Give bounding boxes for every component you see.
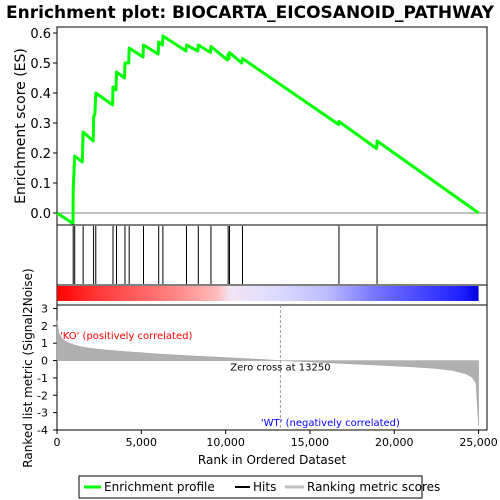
metric-y-tick-label: -4 (37, 424, 48, 437)
legend: Enrichment profile Hits Ranking metric s… (78, 475, 440, 499)
metric-y-tick-label: -1 (37, 372, 48, 385)
es-y-tick-label: 0.5 (30, 57, 51, 72)
metric-y-tick-label: 1 (41, 337, 48, 350)
x-tick-label: 10,000 (206, 436, 245, 449)
hit-markers (72, 226, 378, 284)
x-tick-label: 20,000 (375, 436, 414, 449)
es-y-tick-label: 0.6 (30, 27, 51, 42)
enrichment-profile-line (56, 34, 480, 225)
metric-y-tick-label: 3 (41, 302, 48, 315)
metric-y-axis-label: Ranked list metric (Signal2Noise) (21, 268, 35, 467)
es-y-ticks: 0.0 0.1 0.2 0.3 0.4 0.5 0.6 (30, 27, 57, 222)
x-axis-label: Rank in Ordered Dataset (198, 453, 346, 467)
es-y-tick-label: 0.2 (30, 147, 51, 162)
rank-color-bar (57, 286, 479, 301)
es-y-axis-label: Enrichment score (ES) (13, 48, 29, 204)
metric-y-tick-label: -2 (37, 389, 48, 402)
es-y-tick-label: 0.4 (30, 87, 51, 102)
chart-title: Enrichment plot: BIOCARTA_EICOSANOID_PAT… (6, 3, 495, 23)
negative-correlation-label: 'WT' (negatively correlated) (261, 418, 400, 429)
es-y-tick-label: 0.0 (30, 207, 51, 222)
metric-plot-frame (56, 304, 488, 431)
metric-y-tick-label: 0 (41, 355, 48, 368)
metric-y-tick-label: 2 (41, 320, 48, 333)
x-tick-label: 5,000 (126, 436, 158, 449)
legend-label-ranking-metric: Ranking metric scores (307, 480, 440, 494)
x-tick-label: 0 (54, 436, 61, 449)
ranking-metric-area (56, 320, 479, 426)
x-tick-label: 25,000 (459, 436, 498, 449)
legend-label-enrichment-profile: Enrichment profile (104, 480, 215, 494)
positive-correlation-label: 'KO' (positively correlated) (60, 331, 192, 342)
metric-y-tick-label: -3 (37, 407, 48, 420)
es-y-tick-label: 0.3 (30, 117, 51, 132)
legend-label-hits: Hits (253, 480, 276, 494)
metric-x-ticks: 0 5,000 10,000 15,000 20,000 25,000 (54, 430, 498, 449)
es-y-tick-label: 0.1 (30, 177, 51, 192)
metric-y-ticks: 3 2 1 0 -1 -2 -3 -4 (37, 302, 57, 437)
x-tick-label: 15,000 (291, 436, 330, 449)
zero-cross-annotation: Zero cross at 13250 (230, 363, 330, 374)
legend-box (78, 475, 423, 499)
